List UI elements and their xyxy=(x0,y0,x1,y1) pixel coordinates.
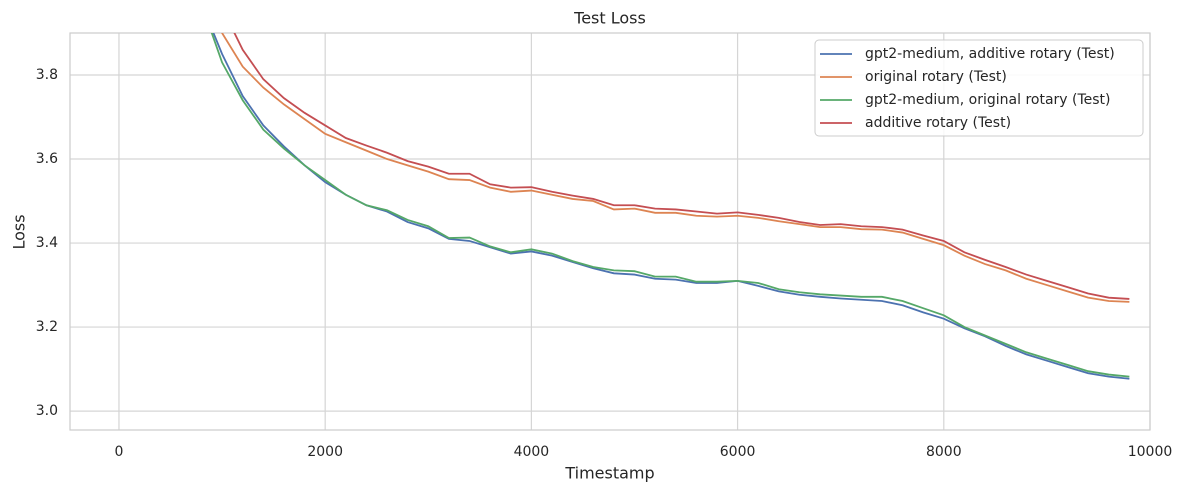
y-tick-label: 3.2 xyxy=(36,319,58,335)
x-tick-label: 6000 xyxy=(720,444,756,460)
series-line xyxy=(210,33,1130,378)
x-tick-label: 2000 xyxy=(307,444,343,460)
legend-box xyxy=(814,39,1144,137)
x-tick-label: 10000 xyxy=(1128,444,1173,460)
y-tick-label: 3.8 xyxy=(36,67,58,83)
legend-label: original rotary (Test) xyxy=(865,69,1007,85)
y-tick-label: 3.0 xyxy=(36,403,58,419)
legend-label: additive rotary (Test) xyxy=(865,115,1011,131)
plot-area xyxy=(210,33,1130,380)
x-tick-label: 4000 xyxy=(514,444,550,460)
legend-label: gpt2-medium, original rotary (Test) xyxy=(865,92,1111,108)
y-tick-label: 3.4 xyxy=(36,235,58,251)
legend-label: gpt2-medium, additive rotary (Test) xyxy=(865,46,1115,62)
plot-frame xyxy=(69,32,1151,431)
chart-title: Test Loss xyxy=(573,9,646,28)
x-tick-label: 8000 xyxy=(926,444,962,460)
series-line xyxy=(233,33,1130,300)
series-line xyxy=(221,33,1130,303)
x-tick-label: 0 xyxy=(115,444,124,460)
series-line xyxy=(212,33,1130,380)
y-tick-label: 3.6 xyxy=(36,151,58,167)
x-axis-label: Timestamp xyxy=(564,464,654,483)
y-axis-label: Loss xyxy=(10,214,29,249)
